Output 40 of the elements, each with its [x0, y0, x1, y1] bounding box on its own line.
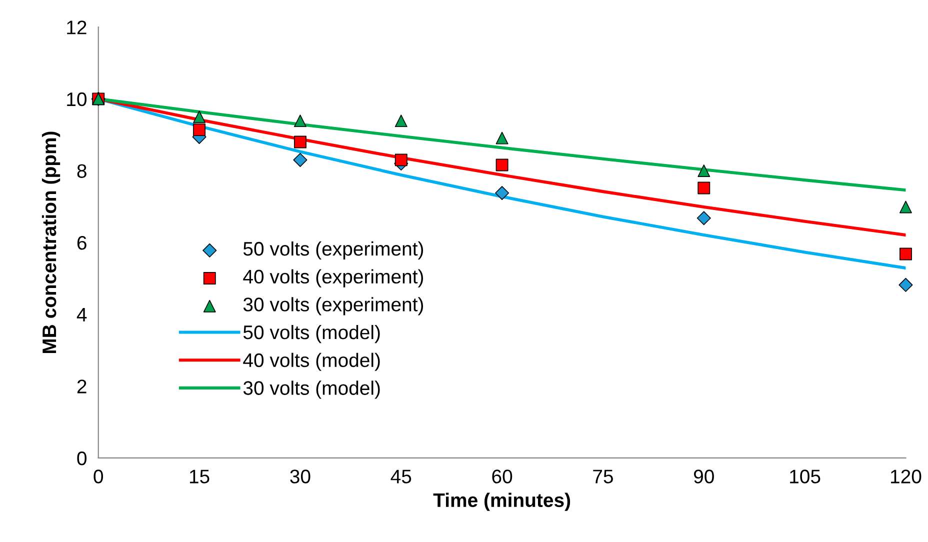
- y-tick-label: 6: [77, 236, 86, 250]
- x-tick-label: 90: [694, 470, 714, 484]
- point: [294, 136, 306, 148]
- legend-label: 30 volts (model): [243, 380, 380, 399]
- y-tick-label: 2: [77, 380, 86, 394]
- legend-label: 40 volts (experiment): [243, 269, 424, 288]
- y-tick-label: 0: [77, 451, 86, 466]
- y-tick-label: 10: [67, 92, 86, 106]
- x-tick-label: 15: [190, 470, 210, 484]
- x-tick-label: 75: [593, 470, 613, 484]
- x-tick-label: 105: [790, 470, 820, 484]
- x-axis-title: Time (minutes): [433, 492, 570, 511]
- point: [898, 278, 913, 292]
- point: [293, 152, 308, 167]
- point: [696, 211, 711, 226]
- point: [698, 164, 710, 177]
- point: [294, 114, 306, 128]
- x-tick-label: 60: [492, 470, 512, 484]
- point: [394, 114, 408, 128]
- point: [900, 248, 912, 260]
- point: [496, 132, 508, 144]
- point: [495, 186, 510, 200]
- x-tick-label: 45: [390, 470, 412, 484]
- point: [496, 158, 508, 172]
- x-tick-label: 0: [94, 470, 104, 484]
- point: [193, 124, 206, 136]
- legend-label: 50 volts (experiment): [243, 241, 424, 260]
- y-tick-label: 8: [77, 164, 86, 178]
- y-axis-title: MB concentration (ppm): [42, 132, 60, 354]
- y-tick-label: 12: [67, 20, 86, 34]
- point: [900, 200, 912, 214]
- legend-label: 40 volts (model): [243, 352, 380, 371]
- y-tick-label: 4: [76, 308, 87, 322]
- legend-label: 30 volts (experiment): [243, 297, 424, 316]
- point: [193, 110, 206, 124]
- x-tick-label: 30: [290, 470, 310, 484]
- point: [394, 154, 408, 166]
- point: [698, 182, 710, 194]
- x-tick-label: 120: [890, 470, 922, 484]
- legend-label: 50 volts (model): [243, 324, 380, 344]
